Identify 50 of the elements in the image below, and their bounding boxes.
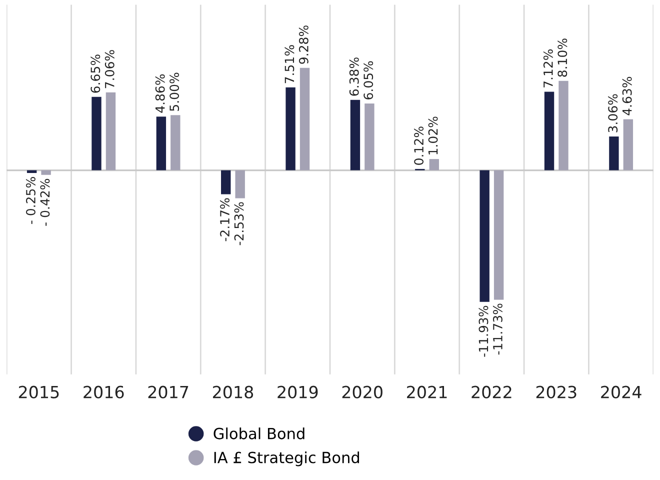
data-label: 6.65% — [90, 54, 100, 93]
legend-label: Global Bond — [214, 428, 304, 440]
bar — [106, 92, 116, 170]
data-label: 6.05% — [364, 61, 374, 100]
x-tick-label: 2023 — [536, 386, 576, 398]
x-tick-label: 2015 — [18, 386, 59, 398]
data-label: -2.53% — [234, 202, 244, 246]
data-label: 9.28% — [298, 26, 308, 64]
x-tick-label: 2016 — [84, 386, 124, 398]
data-label: 8.10% — [558, 38, 568, 77]
data-label: 6.38% — [349, 58, 359, 96]
bar — [235, 170, 245, 198]
bar — [156, 116, 166, 170]
bar — [480, 170, 490, 302]
x-tick-label: 2024 — [601, 386, 642, 398]
bar — [429, 159, 439, 170]
data-label: 5.00% — [170, 72, 180, 111]
data-label: 0.12% — [414, 126, 424, 165]
legend-label: IA £ Strategic Bond — [214, 451, 360, 466]
bar — [364, 104, 374, 170]
bar — [41, 170, 51, 175]
data-label: - 0.42% — [40, 178, 50, 226]
data-label: -11.93% — [478, 306, 488, 357]
data-label: 7.51% — [284, 45, 294, 84]
data-label: 3.06% — [608, 94, 618, 132]
x-tick-label: 2021 — [407, 386, 447, 398]
data-label: -2.17% — [220, 198, 230, 242]
data-label: - 0.25% — [26, 177, 36, 224]
data-label: 7.12% — [543, 49, 553, 88]
bar — [558, 80, 568, 170]
data-label: 7.06% — [104, 50, 114, 88]
bar — [494, 170, 504, 300]
bar — [286, 87, 296, 170]
x-tick-label: 2017 — [148, 386, 188, 398]
bar — [544, 92, 554, 170]
bar — [92, 96, 102, 170]
data-label: 1.02% — [428, 116, 438, 154]
bar — [221, 170, 231, 194]
data-label: 4.63% — [622, 76, 632, 116]
bar — [170, 115, 180, 170]
x-tick-label: 2018 — [212, 386, 254, 398]
bar — [350, 100, 360, 170]
data-label: 4.86% — [155, 74, 165, 113]
x-tick-label: 2022 — [472, 386, 512, 398]
x-tick-label: 2020 — [342, 386, 382, 398]
x-tick-label: 2019 — [278, 386, 318, 398]
bar — [300, 68, 310, 170]
bar — [609, 136, 619, 170]
data-label: -11.73% — [492, 304, 502, 355]
bar — [623, 119, 634, 170]
